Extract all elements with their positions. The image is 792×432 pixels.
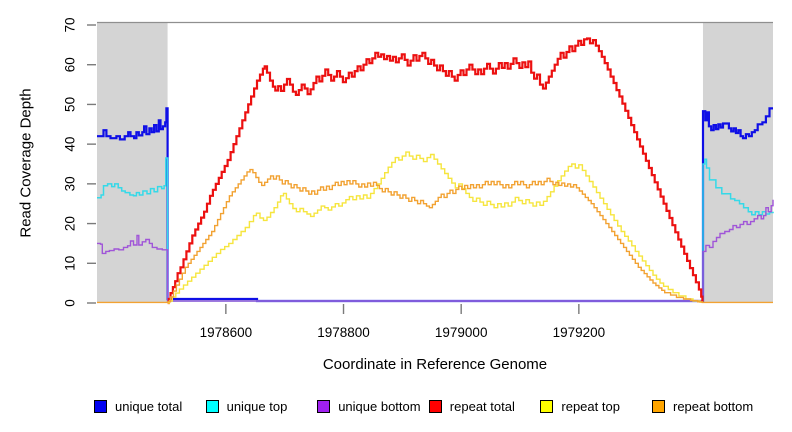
y-axis-title: Read Coverage Depth: [17, 88, 35, 238]
shaded-region-left: [97, 22, 168, 303]
legend-swatch-repeat-bottom: [652, 400, 665, 413]
y-tick-label: 40: [63, 137, 78, 152]
series-unique-top: [97, 157, 774, 302]
legend-swatch-unique-total: [94, 400, 107, 413]
x-tick-label: 1979000: [435, 325, 488, 340]
legend-item-repeat-total: repeat total: [428, 399, 515, 414]
legend-item-unique-top: unique top: [205, 399, 288, 414]
x-tick-label: 1978800: [317, 325, 370, 340]
shaded-region-right: [702, 22, 773, 303]
x-tick-label: 1978600: [200, 325, 253, 340]
legend-item-unique-bottom: unique bottom: [317, 399, 421, 414]
series-repeat-top: [167, 151, 704, 304]
legend-label-unique-top: unique top: [226, 399, 288, 414]
legend-swatch-repeat-top: [540, 400, 554, 413]
legend-label-unique-bottom: unique bottom: [338, 399, 421, 414]
legend-item-repeat-bottom: repeat bottom: [652, 399, 753, 414]
y-tick-label: 0: [63, 299, 78, 307]
legend-label-unique-total: unique total: [115, 399, 183, 414]
legend-label-repeat-bottom: repeat bottom: [673, 399, 754, 414]
series-repeat-total: [167, 37, 704, 305]
y-tick-label: 50: [63, 97, 78, 112]
y-tick-label: 20: [63, 216, 78, 231]
x-tick-label: 1979200: [553, 325, 606, 340]
legend-label-repeat-top: repeat top: [561, 399, 620, 414]
legend-label-repeat-total: repeat total: [449, 399, 515, 414]
legend-swatch-unique-top: [205, 400, 219, 413]
y-tick-label: 30: [63, 176, 78, 191]
legend-item-repeat-top: repeat top: [540, 399, 620, 414]
series-unique-bottom: [97, 199, 774, 302]
series-repeat-bottom: [97, 168, 773, 304]
legend: unique total unique top unique bottom repea…: [0, 399, 792, 423]
legend-item-unique-total: unique total: [94, 399, 182, 414]
legend-swatch-repeat-total: [428, 400, 442, 413]
y-tick-label: 60: [63, 57, 78, 72]
y-tick-label: 70: [63, 17, 78, 32]
x-axis-title: Coordinate in Reference Genome: [322, 356, 548, 373]
y-tick-label: 10: [63, 256, 78, 271]
legend-swatch-unique-bottom: [317, 400, 331, 413]
